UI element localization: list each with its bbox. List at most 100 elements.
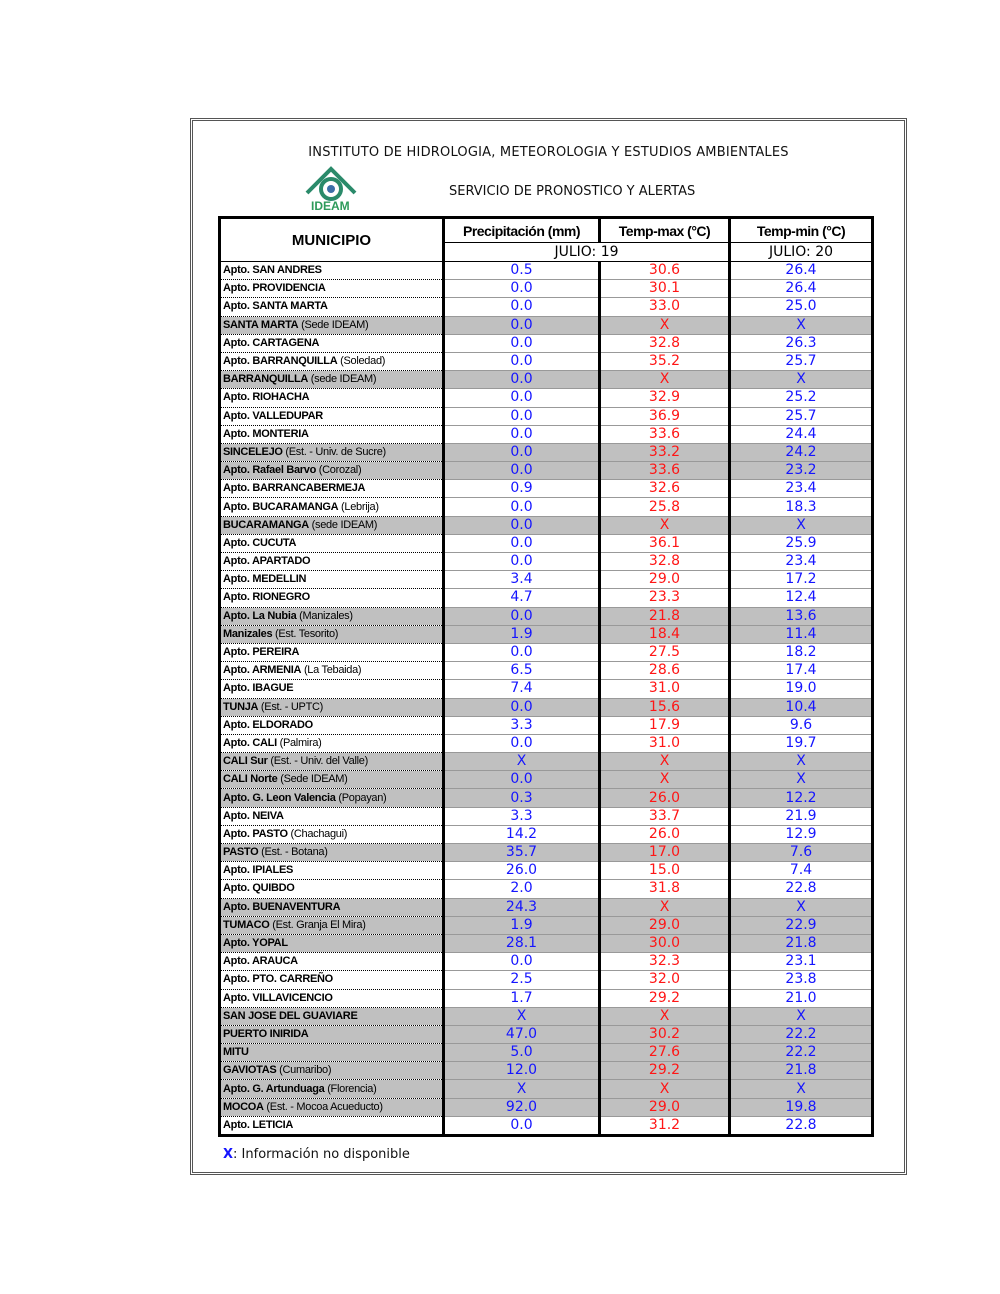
municipio-cell: Apto. NEIVA [219,807,445,826]
municipio-cell: Apto. G. Leon Valencia (Popayan) [219,788,445,808]
table-row: Apto. IPIALES 26.0 15.0 7.4 [219,861,873,881]
temp-min-cell: 25.7 [729,352,873,372]
station-name: CALI Sur [223,755,268,768]
temp-min-cell: 23.1 [729,952,873,972]
temp-max-cell: X [599,1079,731,1099]
precipitation-cell: 6.5 [443,661,601,681]
temp-max-cell: 36.1 [599,534,731,554]
precipitation-cell: 0.0 [443,407,601,426]
temp-max-cell: X [599,752,731,772]
municipio-cell: Apto. BARRANCABERMEJA [219,479,445,499]
precipitation-cell: 0.0 [443,770,601,790]
temp-min-cell: 21.0 [729,989,873,1008]
temp-max-cell: 32.0 [599,970,731,990]
temp-max-cell: 27.6 [599,1043,731,1063]
station-detail: (Est. - UPTC) [258,700,324,713]
temp-max-cell: 31.8 [599,879,731,899]
temp-min-cell: 25.7 [729,407,873,426]
municipio-cell: Apto. BUCARAMANGA (Lebrija) [219,497,445,517]
municipio-cell: Apto. MEDELLIN [219,570,445,590]
station-name: GAVIOTAS [223,1064,277,1077]
municipio-cell: TUMACO (Est. Granja El Mira) [219,916,445,935]
municipio-cell: Apto. MONTERIA [219,425,445,444]
municipio-cell: MITU [219,1043,445,1063]
header-temp-max: Temp-max (°C) [599,216,731,244]
precipitation-cell: 14.2 [443,825,601,845]
municipio-cell: Apto. SANTA MARTA [219,297,445,317]
precipitation-cell: 0.0 [443,734,601,754]
station-name: CALI Norte [223,773,278,786]
station-name: Apto. PTO. CARREÑO [223,973,333,986]
precipitation-cell: 0.0 [443,952,601,972]
temp-max-cell: 21.8 [599,607,731,626]
municipio-cell: Apto. CARTAGENA [219,334,445,353]
station-name: Apto. LETICIA [223,1118,294,1131]
municipio-cell: Apto. G. Artunduaga (Florencia) [219,1079,445,1099]
table-row: Apto. G. Artunduaga (Florencia) X X X [219,1079,873,1099]
temp-min-cell: 7.6 [729,843,873,863]
precipitation-cell: 0.0 [443,334,601,353]
temp-max-cell: 32.8 [599,334,731,353]
station-detail: (Sede IDEAM) [277,773,348,786]
precipitation-cell: 4.7 [443,588,601,608]
station-name: Apto. QUIBDO [223,882,295,895]
table-row: Apto. La Nubia (Manizales) 0.0 21.8 13.6 [219,607,873,626]
station-name: Apto. IBAGUE [223,682,294,695]
station-name: Apto. YOPAL [223,937,288,950]
temp-max-cell: 31.0 [599,679,731,699]
municipio-cell: MOCOA (Est. - Mocoa Acueducto) [219,1098,445,1117]
precipitation-cell: 26.0 [443,861,601,881]
temp-min-cell: 18.3 [729,497,873,517]
temp-max-cell: X [599,370,731,390]
municipio-cell: Apto. CALI (Palmira) [219,734,445,754]
temp-max-cell: 28.6 [599,661,731,681]
table-row: Apto. MONTERIA 0.0 33.6 24.4 [219,425,873,444]
temp-max-cell: 26.0 [599,788,731,808]
station-name: PUERTO INIRIDA [223,1027,309,1040]
municipio-cell: SAN JOSE DEL GUAVIARE [219,1007,445,1026]
table-row: Apto. BUCARAMANGA (Lebrija) 0.0 25.8 18.3 [219,497,873,517]
temp-min-cell: 19.8 [729,1098,873,1117]
precipitation-cell: 5.0 [443,1043,601,1063]
municipio-cell: CALI Sur (Est. - Univ. del Valle) [219,752,445,772]
municipio-cell: Manizales (Est. Tesorito) [219,625,445,644]
station-name: Apto. CALI [223,736,277,749]
temp-min-cell: 26.4 [729,279,873,299]
station-name: Apto. ELDORADO [223,718,313,731]
table-row: PASTO (Est. - Botana) 35.7 17.0 7.6 [219,843,873,863]
precipitation-cell: 1.7 [443,989,601,1008]
temp-max-cell: 27.5 [599,643,731,663]
station-name: MITU [223,1046,249,1059]
station-detail: (Est. - Univ. de Sucre) [282,445,386,458]
precipitation-cell: 0.0 [443,497,601,517]
table-row: Apto. BARRANCABERMEJA 0.9 32.6 23.4 [219,479,873,499]
precipitation-cell: 28.1 [443,934,601,954]
precipitation-cell: 0.9 [443,479,601,499]
temp-min-cell: 22.8 [729,879,873,899]
precipitation-cell: 0.0 [443,352,601,372]
temp-min-cell: 7.4 [729,861,873,881]
temp-max-cell: X [599,770,731,790]
table-row: SINCELEJO (Est. - Univ. de Sucre) 0.0 33.2… [219,443,873,463]
table-row: Apto. PASTO (Chachagui) 14.2 26.0 12.9 [219,825,873,845]
table-row: Apto. RIONEGRO 4.7 23.3 12.4 [219,588,873,608]
temp-min-cell: 22.8 [729,1116,873,1137]
temp-min-cell: X [729,316,873,335]
station-name: Apto. ARAUCA [223,955,298,968]
temp-min-cell: X [729,1007,873,1026]
precipitation-cell: 2.5 [443,970,601,990]
municipio-cell: Apto. ELDORADO [219,716,445,735]
station-detail: (Est. Tesorito) [272,627,339,640]
temp-max-cell: 15.0 [599,861,731,881]
station-name: Apto. MEDELLIN [223,573,307,586]
table-row: Apto. SANTA MARTA 0.0 33.0 25.0 [219,297,873,317]
station-name: Apto. Rafael Barvo [223,464,317,477]
precipitation-cell: 0.0 [443,443,601,463]
municipio-cell: Apto. La Nubia (Manizales) [219,607,445,626]
table-row: Apto. MEDELLIN 3.4 29.0 17.2 [219,570,873,590]
municipio-cell: Apto. RIOHACHA [219,388,445,408]
station-name: MOCOA [223,1100,264,1113]
temp-min-cell: 24.2 [729,443,873,463]
municipio-cell: Apto. LETICIA [219,1116,445,1137]
table-row: Apto. BUENAVENTURA 24.3 X X [219,898,873,917]
